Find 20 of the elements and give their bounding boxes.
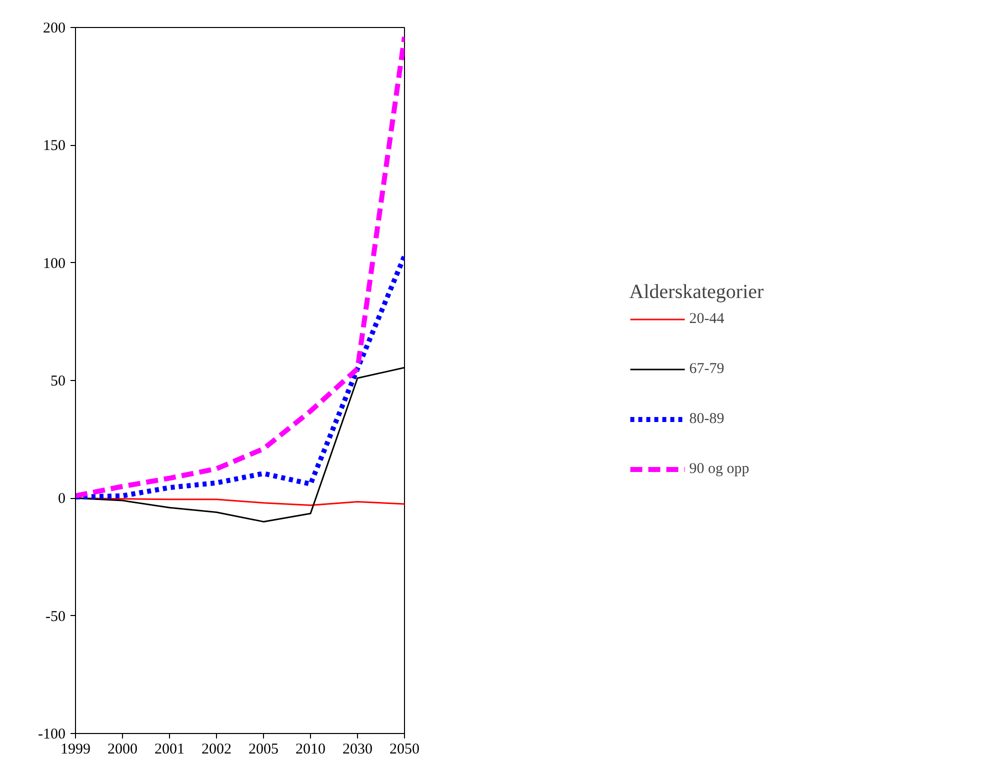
x-tick-label: 2050 (390, 742, 420, 758)
legend-title: Alderskategorier (629, 281, 764, 304)
x-tick-label: 2005 (248, 742, 278, 758)
x-tick-label: 2001 (154, 742, 184, 758)
legend-label: 90 og opp (689, 460, 750, 478)
y-tick-label: 100 (43, 256, 66, 272)
y-tick-label: 200 (43, 20, 66, 36)
legend-label: 67-79 (689, 360, 724, 378)
y-tick-label: -100 (38, 726, 66, 742)
y-tick-label: 50 (50, 374, 66, 390)
legend-label: 80-89 (689, 410, 724, 428)
y-tick-label: 150 (43, 138, 66, 154)
x-tick-label: 2010 (296, 742, 326, 758)
x-tick-label: 2002 (202, 742, 232, 758)
y-tick-label: -50 (46, 608, 66, 625)
legend-label: 20-44 (689, 310, 724, 328)
x-tick-label: 2000 (108, 742, 138, 758)
y-tick-label: 0 (58, 491, 66, 508)
x-tick-label: 2030 (342, 742, 372, 758)
x-tick-label: 1999 (60, 742, 90, 758)
